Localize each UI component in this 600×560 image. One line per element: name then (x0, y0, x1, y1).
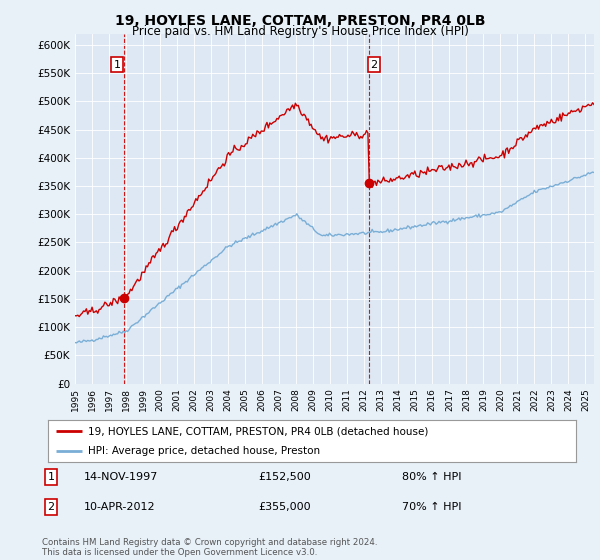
Text: Contains HM Land Registry data © Crown copyright and database right 2024.
This d: Contains HM Land Registry data © Crown c… (42, 538, 377, 557)
Text: HPI: Average price, detached house, Preston: HPI: Average price, detached house, Pres… (88, 446, 320, 456)
Text: 19, HOYLES LANE, COTTAM, PRESTON, PR4 0LB: 19, HOYLES LANE, COTTAM, PRESTON, PR4 0L… (115, 14, 485, 28)
Text: 19, HOYLES LANE, COTTAM, PRESTON, PR4 0LB (detached house): 19, HOYLES LANE, COTTAM, PRESTON, PR4 0L… (88, 426, 428, 436)
Text: 1: 1 (47, 472, 55, 482)
Text: 2: 2 (370, 60, 377, 69)
Text: £152,500: £152,500 (258, 472, 311, 482)
Text: 1: 1 (113, 60, 121, 69)
Text: 2: 2 (47, 502, 55, 512)
Text: 14-NOV-1997: 14-NOV-1997 (84, 472, 158, 482)
Text: 10-APR-2012: 10-APR-2012 (84, 502, 155, 512)
Text: 80% ↑ HPI: 80% ↑ HPI (402, 472, 461, 482)
Text: Price paid vs. HM Land Registry's House Price Index (HPI): Price paid vs. HM Land Registry's House … (131, 25, 469, 38)
Text: 70% ↑ HPI: 70% ↑ HPI (402, 502, 461, 512)
Text: £355,000: £355,000 (258, 502, 311, 512)
